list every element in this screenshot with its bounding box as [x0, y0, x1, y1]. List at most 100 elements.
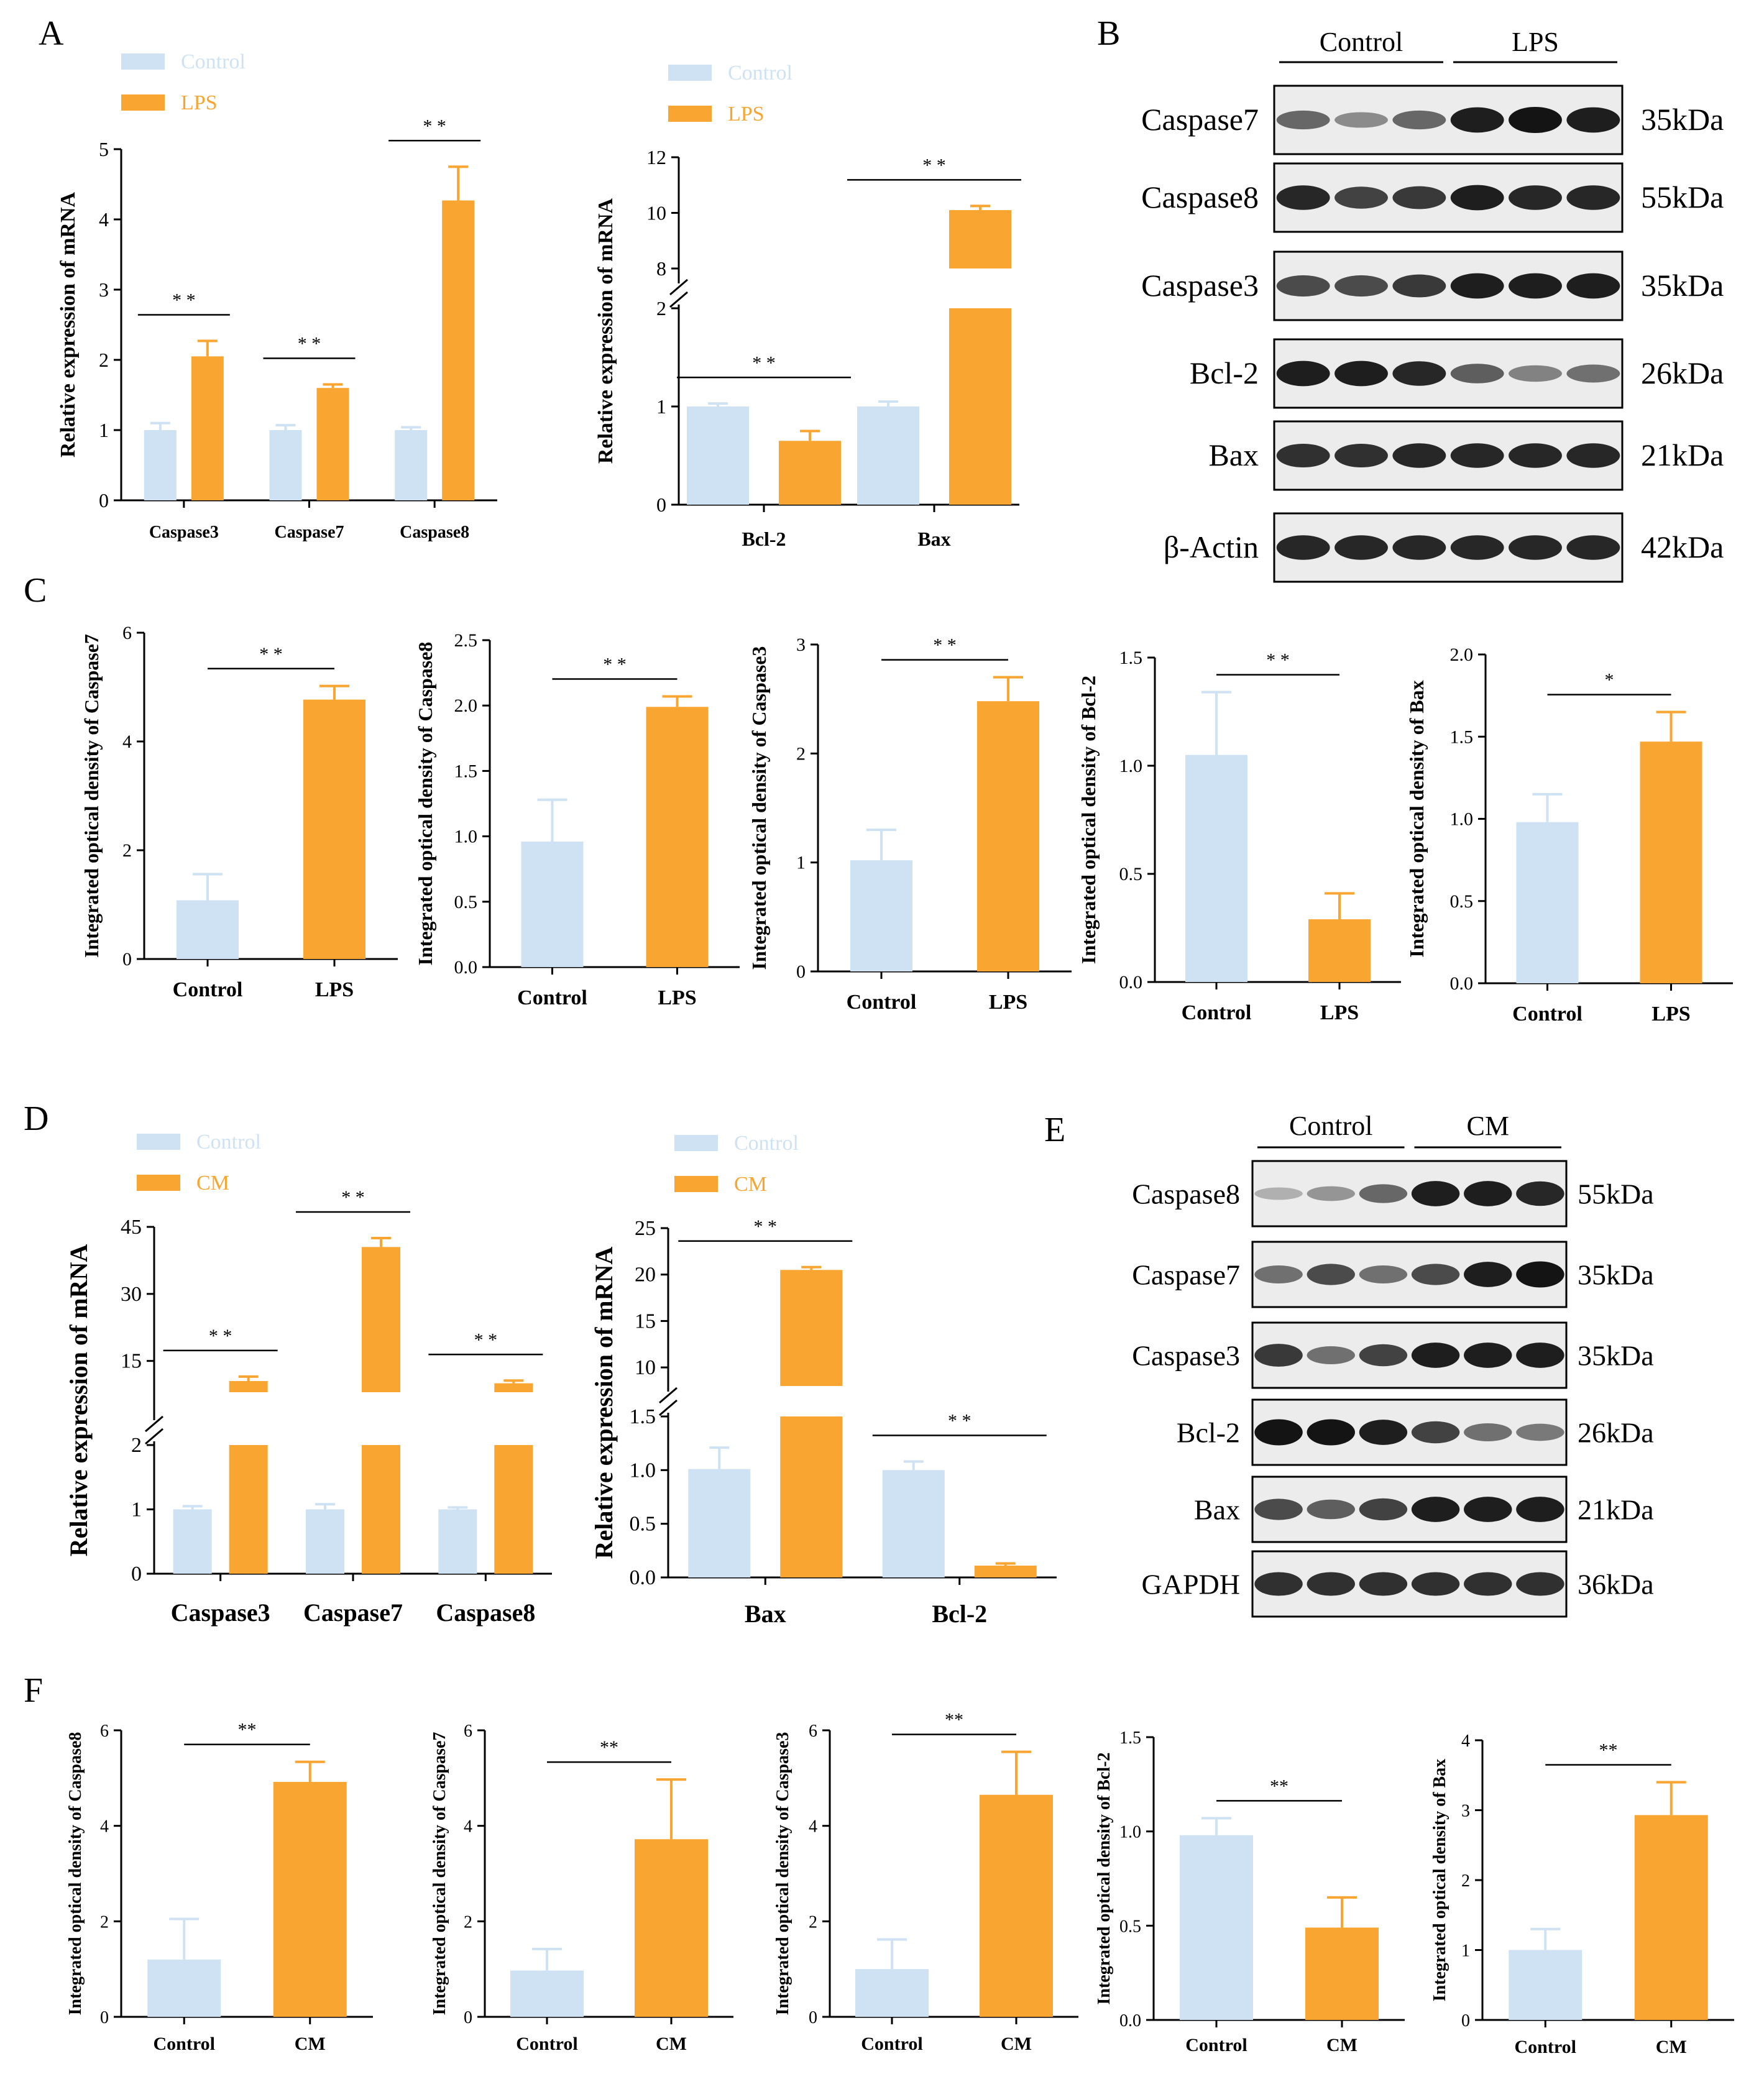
protein-band — [1254, 1344, 1303, 1367]
bar-cm — [980, 1794, 1053, 2017]
axis-break-mark — [669, 278, 688, 296]
protein-band — [1464, 1181, 1512, 1206]
y-tick-label: 1 — [131, 1498, 142, 1521]
bar-lps — [646, 707, 709, 967]
significance-marker: ** — [1270, 1776, 1289, 1796]
bar-control — [510, 1970, 584, 2017]
blot-membrane — [1251, 1321, 1568, 1389]
bar-cm-caspase3 — [229, 1445, 268, 1574]
panel-label-f: F — [24, 1671, 43, 1710]
bar-cm — [273, 1781, 347, 2017]
bar-lps-caspase3 — [191, 356, 224, 500]
axis-break-mark — [659, 1387, 678, 1404]
y-tick-label: 6 — [809, 1722, 817, 1741]
bar-control — [521, 842, 584, 967]
protein-band — [1276, 360, 1330, 387]
protein-band — [1411, 1342, 1460, 1368]
bar-control — [1180, 1835, 1253, 2020]
chart-d1: 0 1 2 15 30 45 Caspase3 * * Caspase7 * * Caspase8 *… — [65, 1131, 552, 1627]
protein-band — [1516, 1342, 1564, 1368]
bar-control — [1516, 822, 1579, 983]
y-tick-label: 10 — [646, 202, 666, 224]
group-label: LPS — [1512, 27, 1559, 57]
bar-control-caspase7 — [269, 430, 302, 500]
blot-membrane — [1251, 1475, 1568, 1543]
protein-band — [1276, 185, 1330, 210]
protein-band — [1566, 107, 1620, 133]
blot-row-gapdh: GAPDH 36kDa — [1142, 1550, 1654, 1618]
protein-band — [1334, 360, 1388, 387]
y-tick-label: 3 — [796, 635, 806, 655]
legend-swatch — [668, 106, 712, 122]
y-tick-label: 2 — [122, 840, 132, 861]
y-tick-label: 1.0 — [1119, 756, 1143, 776]
protein-band — [1516, 1572, 1564, 1596]
bar-control — [147, 1959, 221, 2017]
axis-break-mark — [669, 291, 688, 308]
y-axis-label: Integrated optical density of Bax — [1405, 680, 1428, 957]
significance-marker: ** — [945, 1710, 963, 1730]
legend-swatch — [137, 1134, 180, 1150]
protein-band — [1359, 1265, 1408, 1283]
bar-control-bcl-2 — [882, 1470, 945, 1577]
protein-band — [1411, 1181, 1460, 1206]
protein-band — [1509, 443, 1562, 468]
significance-marker: ** — [600, 1737, 618, 1758]
protein-band — [1359, 1344, 1408, 1367]
y-tick-label: 2.5 — [454, 630, 478, 651]
y-tick-label: 2 — [99, 349, 109, 371]
y-tick-label: 0.5 — [454, 892, 478, 912]
protein-label: Bcl-2 — [1190, 356, 1259, 390]
protein-band — [1254, 1265, 1303, 1283]
significance-marker: * * — [341, 1187, 365, 1208]
x-tick-label: LPS — [989, 991, 1027, 1014]
y-tick-label: 0 — [796, 961, 806, 982]
x-tick-label: Caspase7 — [274, 523, 344, 542]
y-axis-label: Integrated optical density of Bcl-2 — [1077, 676, 1100, 964]
y-tick-label: 12 — [646, 146, 666, 168]
x-tick-label: Control — [517, 986, 587, 1009]
blot-membrane — [1273, 162, 1624, 233]
chart-c3: 0 1 2 3 Control LPS * * Integrated optical dens… — [748, 635, 1072, 1014]
protein-band — [1276, 443, 1330, 468]
protein-band — [1334, 275, 1388, 297]
molecular-weight-label: 35kDa — [1578, 1340, 1654, 1372]
bar-control — [855, 1969, 929, 2017]
protein-label: GAPDH — [1142, 1569, 1240, 1600]
protein-band — [1254, 1419, 1303, 1446]
x-tick-label: Bcl-2 — [742, 528, 786, 550]
y-tick-label: 15 — [121, 1350, 142, 1373]
bar-control-bcl-2 — [687, 406, 749, 505]
y-tick-label: 25 — [635, 1217, 656, 1240]
y-tick-label: 1.5 — [1119, 648, 1143, 668]
significance-marker: * * — [1266, 650, 1290, 671]
bar-cm-caspase8 — [494, 1445, 533, 1574]
protein-label: Caspase8 — [1132, 1178, 1240, 1210]
x-tick-label: Control — [154, 2034, 215, 2054]
significance-marker: ** — [1599, 1740, 1618, 1761]
protein-band — [1411, 1497, 1460, 1522]
significance-marker: * * — [298, 334, 321, 354]
bar-cm-caspase8-upper — [494, 1383, 533, 1392]
y-tick-label: 0.5 — [1119, 864, 1143, 884]
protein-band — [1254, 1498, 1303, 1520]
y-axis-label: Relative expression of mRNA — [65, 1244, 93, 1557]
blot-membrane — [1273, 85, 1624, 155]
protein-band — [1509, 273, 1562, 299]
x-tick-label: LPS — [1651, 1003, 1690, 1026]
bar-cm-caspase7-upper — [362, 1247, 400, 1392]
y-tick-label: 2.0 — [454, 695, 478, 716]
protein-band — [1450, 273, 1504, 299]
x-tick-label: CM — [295, 2034, 326, 2054]
y-tick-label: 3 — [99, 278, 109, 301]
bar-control-caspase8 — [395, 430, 428, 500]
legend-label: Control — [181, 50, 246, 73]
y-axis-label: Integrated optical density of Caspase7 — [80, 634, 103, 958]
molecular-weight-label: 21kDa — [1578, 1494, 1654, 1526]
y-axis-label: Integrated optical density of Caspase7 — [430, 1732, 449, 2016]
significance-marker: * * — [209, 1326, 232, 1346]
y-tick-label: 1.0 — [1450, 809, 1474, 830]
bar-control — [1509, 1950, 1583, 2020]
y-axis-label: Integrated optical density of Caspase3 — [773, 1732, 792, 2016]
